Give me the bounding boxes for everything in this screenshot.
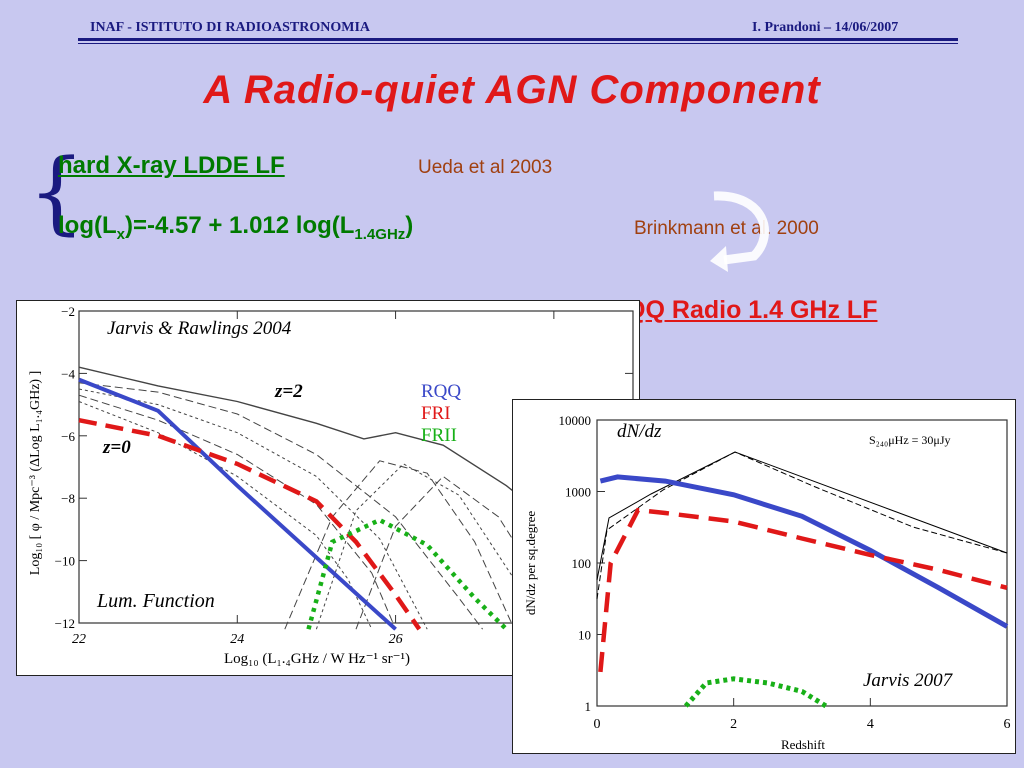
y-axis-label: dN/dz per sq.degree: [523, 511, 538, 616]
redshift-label-z0: z=0: [102, 437, 131, 458]
annotation-lum-function: Lum. Function: [96, 590, 215, 612]
x-axis-label: Redshift: [781, 737, 825, 752]
legend-fri: FRI: [421, 403, 451, 424]
y-tick-label: 10: [578, 628, 591, 643]
model-curve: [315, 463, 547, 630]
x-tick-label: 22: [72, 632, 86, 647]
series-line-rqq: [599, 474, 1009, 629]
x-tick-label: 26: [389, 632, 403, 647]
dndz-panel: 0 2 4 6 1 10 100 1000 10000 dN/dz S₂₄₀μHz = 30μJ…: [512, 399, 1016, 754]
series-line-fri: [78, 417, 422, 631]
header-institute: INAF - ISTITUTO DI RADIOASTRONOMIA: [90, 20, 371, 35]
series-line-frii: [306, 517, 508, 631]
x-tick-label: 4: [867, 717, 874, 732]
plot-frame: [596, 419, 1008, 707]
legend-frii: FRII: [421, 425, 457, 446]
dndz-chart: 0 2 4 6 1 10 100 1000 10000 dN/dz S₂₄₀μHz = 30μJ…: [523, 413, 1011, 752]
rqq-lf-heading: RQQ Radio 1.4 GHz LF: [608, 296, 878, 324]
y-tick-label: 1000: [565, 485, 591, 500]
model-curve: [78, 382, 483, 630]
series-line-frii: [683, 676, 828, 709]
curved-arrow-icon: [710, 191, 770, 272]
y-tick-label: 1: [585, 699, 592, 714]
series-line-fri: [598, 507, 1008, 673]
header-rule: [78, 38, 958, 41]
legend-rqq: RQQ: [421, 381, 461, 402]
y-tick-label: −6: [61, 429, 75, 444]
header-author-date: I. Prandoni – 14/06/2007: [752, 20, 899, 35]
x-axis-label: Log₁₀ (L₁.₄GHz / W Hz⁻¹ sr⁻¹): [224, 651, 410, 667]
total-dndz-outline: [596, 451, 1008, 581]
model-curve: [284, 460, 515, 630]
y-tick-label: 100: [572, 556, 592, 571]
annotation-jarvis-rawlings: Jarvis & Rawlings 2004: [107, 318, 292, 339]
x-tick-label: 0: [594, 717, 601, 732]
y-tick-label: −8: [61, 491, 75, 506]
brace-icon: {: [28, 140, 86, 245]
lf-label: hard X-ray LDDE LF: [58, 152, 285, 179]
x-tick-label: 24: [230, 632, 244, 647]
model-curve: [355, 475, 571, 630]
annotation-jarvis-2007: Jarvis 2007: [863, 670, 954, 691]
y-tick-label: −2: [61, 304, 75, 319]
annotation-flux-limit: S₂₄₀μHz = 30μJy: [869, 433, 951, 447]
citation-ueda: Ueda et al 2003: [418, 157, 553, 178]
y-tick-label: −4: [61, 366, 75, 381]
y-axis-label: Log₁₀ [ φ / Mpc⁻³ (ΔLog L₁.₄GHz) ]: [28, 371, 43, 575]
slide-title: A Radio-quiet AGN Component: [203, 68, 821, 112]
series-line-rqq: [78, 377, 397, 631]
model-curve: [78, 388, 428, 630]
header-rule-thin: [78, 43, 958, 44]
x-tick-label: 2: [730, 717, 737, 732]
y-tick-label: 10000: [559, 413, 592, 428]
x-tick-label: 6: [1004, 717, 1011, 732]
y-tick-label: −12: [55, 616, 75, 631]
conversion-equation: log(Lx)=-4.57 + 1.012 log(L1.4GHz): [58, 212, 414, 243]
model-curve: [78, 394, 397, 630]
y-tick-label: −10: [55, 554, 75, 569]
redshift-label-z2: z=2: [274, 381, 303, 402]
citation-brinkmann: Brinkmann et al. 2000: [634, 218, 819, 239]
annotation-dndz: dN/dz: [617, 421, 662, 442]
